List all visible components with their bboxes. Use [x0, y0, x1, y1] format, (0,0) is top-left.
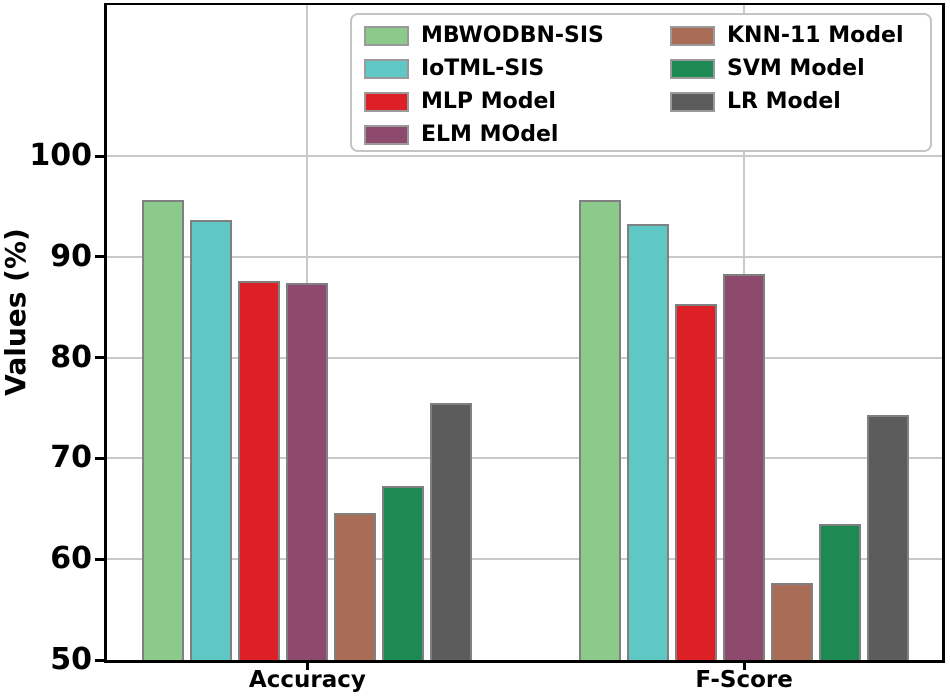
legend-swatch-icon-knn-11-model — [670, 26, 715, 46]
legend-label-mbwodbn-sis: MBWODBN-SIS — [421, 23, 604, 48]
legend: MBWODBN-SIS IoTML-SIS MLP Model ELM MOdel KN… — [350, 13, 932, 152]
y-tick-label-60: 60 — [50, 541, 92, 577]
y-tick-label-90: 90 — [50, 238, 92, 274]
gridline-horizontal-70 — [107, 457, 942, 460]
y-tick-label-80: 80 — [50, 339, 92, 375]
x-tick-label-accuracy: Accuracy — [248, 667, 366, 693]
y-tick-mark-70 — [95, 456, 107, 460]
y-tick-mark-90 — [95, 255, 107, 259]
y-tick-mark-60 — [95, 557, 107, 561]
bar-lr-model-f-score — [867, 415, 910, 660]
legend-item-lr-model: LR Model — [670, 89, 930, 114]
y-tick-mark-80 — [95, 356, 107, 360]
bar-group-accuracy — [142, 199, 473, 660]
legend-item-knn-11-model: KNN-11 Model — [670, 23, 930, 48]
legend-label-knn-11-model: KNN-11 Model — [727, 23, 904, 48]
x-tick-label-f-score: F-Score — [695, 667, 793, 693]
legend-item-mlp-model: MLP Model — [364, 89, 670, 114]
gridline-horizontal-60 — [107, 558, 942, 561]
bar-iotml-sis-accuracy — [190, 219, 233, 660]
y-tick-label-100: 100 — [29, 138, 92, 174]
bar-elm-model-f-score — [723, 274, 766, 660]
bar-elm-model-accuracy — [286, 283, 329, 660]
legend-swatch-icon-iotml-sis — [364, 59, 409, 79]
y-tick-label-50: 50 — [50, 642, 92, 677]
bar-knn-11-model-f-score — [771, 583, 814, 660]
legend-label-mlp-model: MLP Model — [421, 89, 556, 114]
legend-item-elm-model: ELM MOdel — [364, 122, 670, 147]
x-tick-mark-f-score — [742, 661, 746, 670]
legend-label-elm-model: ELM MOdel — [421, 122, 559, 147]
legend-swatch-icon-mbwodbn-sis — [364, 26, 409, 46]
legend-swatch-icon-elm-model — [364, 125, 409, 145]
gridline-horizontal-90 — [107, 255, 942, 258]
legend-label-iotml-sis: IoTML-SIS — [421, 56, 545, 81]
bar-mlp-model-accuracy — [238, 281, 281, 660]
y-tick-mark-50 — [95, 658, 107, 662]
bar-group-f-score — [579, 199, 910, 660]
legend-swatch-icon-svm-model — [670, 59, 715, 79]
y-tick-mark-100 — [95, 154, 107, 158]
gridline-horizontal-80 — [107, 356, 942, 359]
legend-item-svm-model: SVM Model — [670, 56, 930, 81]
bar-mbwodbn-sis-f-score — [579, 199, 622, 660]
legend-item-mbwodbn-sis: MBWODBN-SIS — [364, 23, 670, 48]
bar-svm-model-accuracy — [382, 485, 425, 660]
legend-label-lr-model: LR Model — [727, 89, 841, 114]
bar-lr-model-accuracy — [430, 403, 473, 660]
bar-iotml-sis-f-score — [627, 223, 670, 660]
legend-item-iotml-sis: IoTML-SIS — [364, 56, 670, 81]
x-tick-mark-accuracy — [305, 661, 309, 670]
bar-mbwodbn-sis-accuracy — [142, 199, 185, 660]
y-tick-label-70: 70 — [50, 440, 92, 476]
bar-mlp-model-f-score — [675, 304, 718, 660]
legend-swatch-icon-lr-model — [670, 92, 715, 112]
legend-swatch-icon-mlp-model — [364, 92, 409, 112]
bar-knn-11-model-accuracy — [334, 512, 377, 660]
gridline-horizontal-100 — [107, 155, 942, 158]
legend-label-svm-model: SVM Model — [727, 56, 865, 81]
bar-svm-model-f-score — [819, 523, 862, 660]
